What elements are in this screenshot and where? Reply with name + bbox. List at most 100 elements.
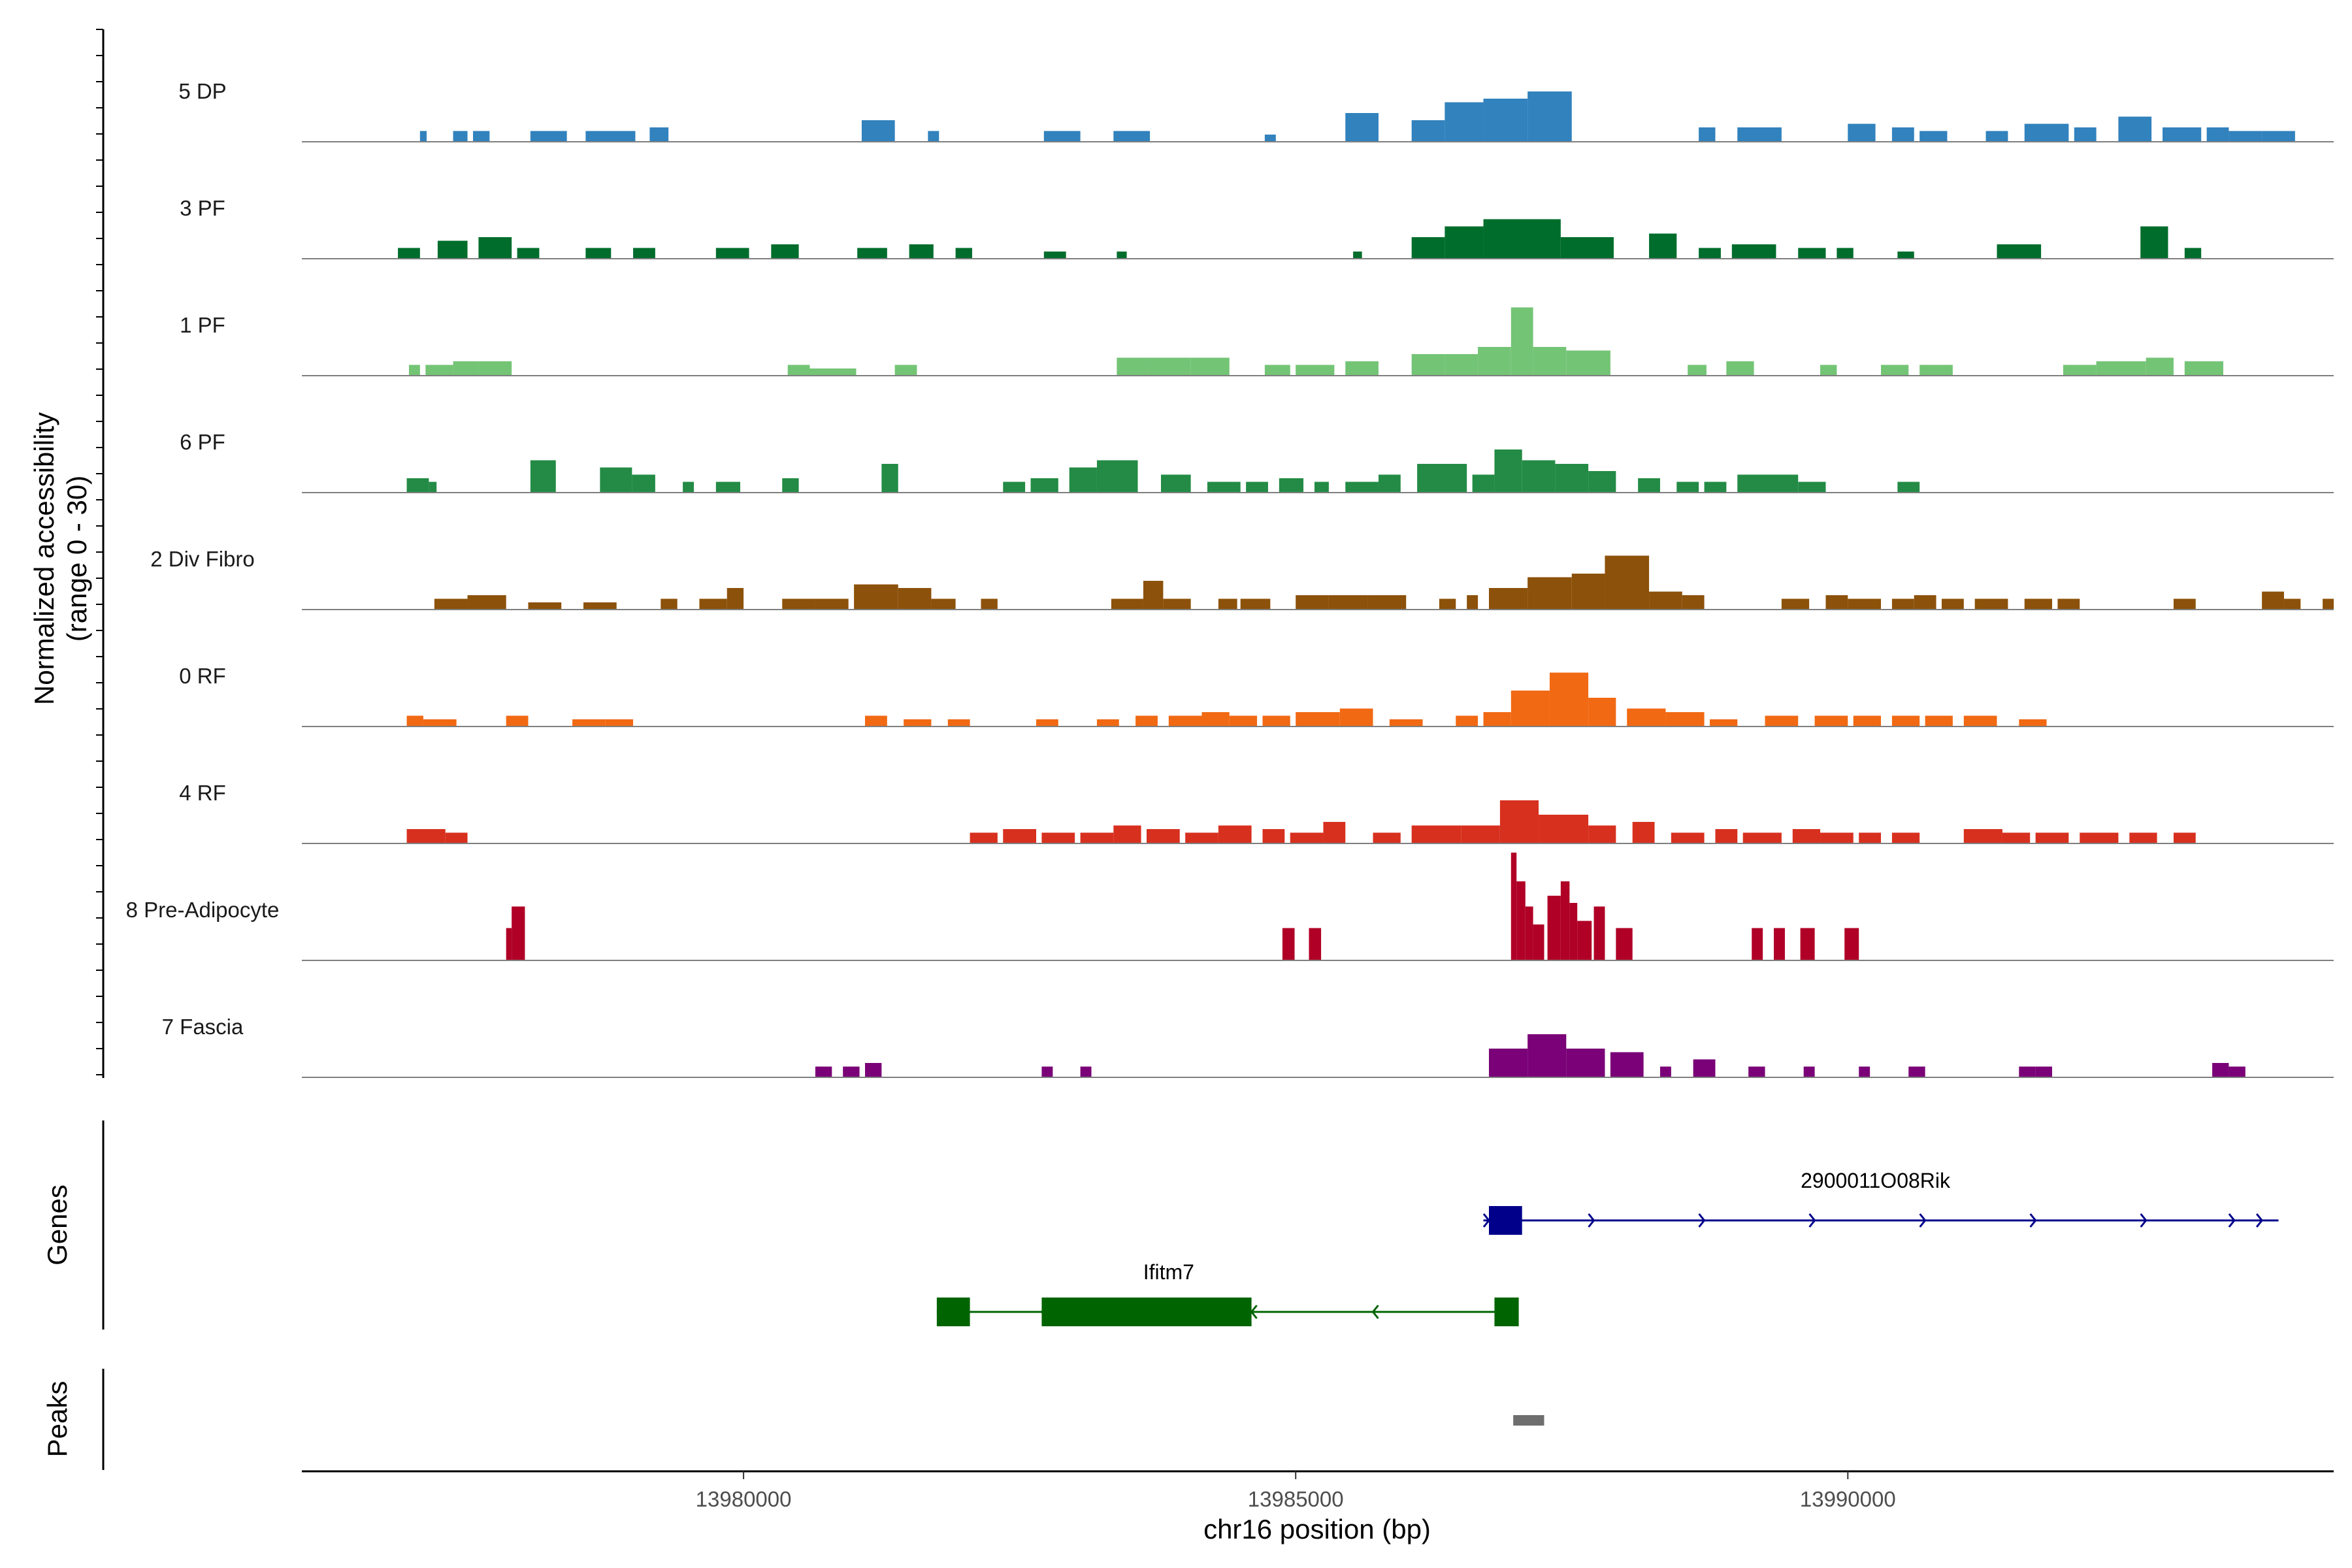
coverage-block xyxy=(1737,474,1799,493)
coverage-block xyxy=(1511,691,1550,727)
coverage-block xyxy=(1555,464,1589,493)
coverage-block xyxy=(699,598,727,610)
track-3-pf: 3 PF xyxy=(180,196,2334,259)
coverage-block xyxy=(1588,825,1616,843)
coverage-block xyxy=(2024,123,2069,142)
coverage-block xyxy=(1616,928,1633,960)
coverage-block xyxy=(453,361,479,376)
coverage-block xyxy=(1671,832,1705,843)
coverage-block xyxy=(1891,598,1914,610)
coverage-block xyxy=(2019,1066,2036,1077)
track-label: 1 PF xyxy=(180,313,225,337)
coverage-block xyxy=(1649,591,1682,610)
coverage-block xyxy=(1445,102,1484,142)
coverage-block xyxy=(1765,715,1799,727)
coverage-block xyxy=(2163,127,2202,142)
coverage-block xyxy=(1003,482,1026,493)
coverage-block xyxy=(2096,361,2146,376)
coverage-block xyxy=(1533,347,1567,376)
strand-arrow xyxy=(1808,1213,1816,1228)
coverage-block xyxy=(904,719,932,727)
coverage-block xyxy=(1731,244,1776,259)
coverage-block xyxy=(1798,482,1826,493)
track-label: 4 RF xyxy=(179,781,226,805)
coverage-block xyxy=(1041,1066,1053,1077)
coverage-block xyxy=(1539,815,1589,843)
coverage-block xyxy=(898,588,932,610)
gene-ifitm7: Ifitm7 xyxy=(936,1260,1519,1326)
coverage-block xyxy=(1367,595,1407,610)
x-tick-label: 13980000 xyxy=(696,1487,792,1511)
coverage-block xyxy=(1240,598,1271,610)
coverage-block xyxy=(1353,252,1362,259)
coverage-block xyxy=(815,598,849,610)
coverage-block xyxy=(1461,825,1500,843)
coverage-block xyxy=(1080,1066,1092,1077)
coverage-block xyxy=(2129,832,2157,843)
track-1-pf: 1 PF xyxy=(180,307,2334,376)
coverage-block xyxy=(1891,127,1914,142)
coverage-block xyxy=(1117,357,1147,376)
coverage-block xyxy=(843,1066,860,1077)
coverage-block xyxy=(1163,598,1191,610)
coverage-block xyxy=(2002,832,2031,843)
coverage-block xyxy=(1560,881,1570,960)
coverage-block xyxy=(1632,822,1655,843)
coverage-block xyxy=(406,715,423,727)
coverage-block xyxy=(1792,829,1821,843)
coverage-block xyxy=(854,584,898,610)
coverage-block xyxy=(419,131,427,142)
coverage-block xyxy=(1963,829,2002,843)
coverage-block xyxy=(1411,825,1462,843)
coverage-block xyxy=(1488,1049,1528,1077)
coverage-block xyxy=(2140,226,2168,259)
coverage-block xyxy=(437,240,468,259)
x-axis-ticks: 13980000 13985000 13990000 xyxy=(696,1471,1896,1511)
coverage-block xyxy=(1814,715,1848,727)
coverage-block xyxy=(1710,719,1738,727)
track-4-rf: 4 RF xyxy=(179,781,2334,844)
coverage-block xyxy=(1262,829,1285,843)
coverage-block xyxy=(528,602,562,610)
coverage-block xyxy=(2024,598,2052,610)
coverage-block xyxy=(1345,482,1379,493)
track-8-pre-adipocyte: 8 Pre-Adipocyte xyxy=(126,853,2334,961)
coverage-block xyxy=(1693,1059,1716,1077)
coverage-block xyxy=(1143,581,1164,610)
peaks-panel-label: Peaks xyxy=(42,1381,73,1458)
coverage-block xyxy=(1111,598,1143,610)
strand-arrow xyxy=(2140,1213,2148,1228)
coverage-block xyxy=(661,598,678,610)
coverage-block xyxy=(1665,712,1705,727)
coverage-block xyxy=(1891,832,1920,843)
coverage-block xyxy=(1569,903,1578,960)
gene-exon xyxy=(1041,1298,1252,1326)
coverage-block xyxy=(1207,482,1241,493)
coverage-block xyxy=(1339,708,1373,727)
coverage-block xyxy=(434,598,468,610)
coverage-block xyxy=(970,832,998,843)
coverage-block xyxy=(1373,832,1401,843)
peak-annotations xyxy=(1513,1415,1544,1426)
coverage-block xyxy=(861,120,895,142)
coverage-block xyxy=(1897,482,1920,493)
coverage-block xyxy=(1096,719,1119,727)
coverage-block xyxy=(909,244,934,259)
coverage-block xyxy=(585,248,612,259)
coverage-block xyxy=(1036,719,1058,727)
coverage-block xyxy=(2146,357,2174,376)
track-7-fascia: 7 Fascia xyxy=(162,1015,2334,1078)
genes-panel-label: Genes xyxy=(42,1184,73,1266)
coverage-block xyxy=(1715,829,1738,843)
coverage-block xyxy=(1168,715,1202,727)
coverage-block xyxy=(1113,825,1141,843)
coverage-block xyxy=(1627,708,1666,727)
strand-arrow xyxy=(1588,1213,1595,1228)
coverage-block xyxy=(1844,928,1859,960)
strand-arrow xyxy=(2029,1213,2037,1228)
coverage-block xyxy=(512,906,525,960)
coverage-block xyxy=(1516,881,1526,960)
coverage-block xyxy=(787,365,810,376)
coverage-block xyxy=(1881,365,1909,376)
coverage-block xyxy=(1752,928,1763,960)
